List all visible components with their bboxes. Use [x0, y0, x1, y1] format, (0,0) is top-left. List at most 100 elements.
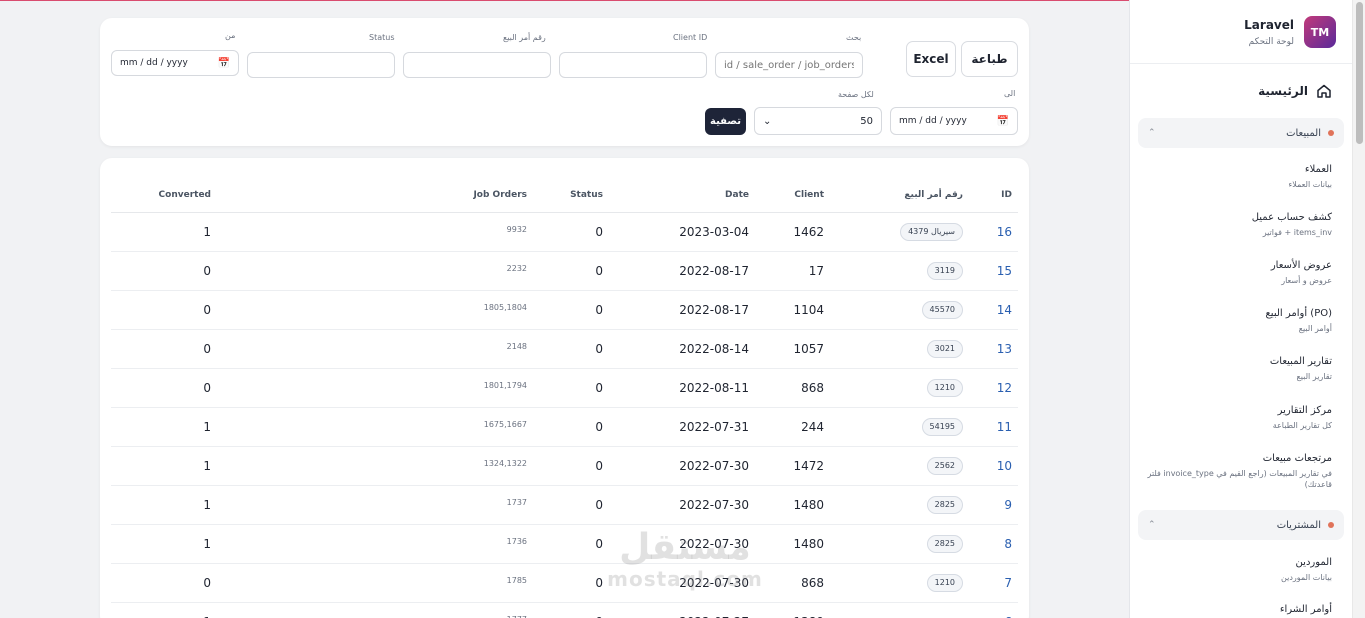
- cell-job-orders: 9932: [211, 212, 527, 252]
- cell-client: 1057: [749, 329, 824, 369]
- cell-converted: 0: [111, 290, 211, 330]
- sidebar-item-quotations[interactable]: عروض الأسعار عروض و أسعار: [1132, 259, 1332, 286]
- cell-id-link[interactable]: 6: [963, 602, 1018, 618]
- cell-date: 2022-07-27: [603, 602, 749, 618]
- chevron-up-icon: ⌃: [1148, 520, 1156, 530]
- col-status[interactable]: Status: [527, 178, 603, 213]
- table-row[interactable]: 1 1675,1667 0 2022-07-31 244 54195 11: [111, 407, 1018, 447]
- sidebar-item-title: مركز التقارير: [1277, 405, 1332, 416]
- table-row[interactable]: 0 1805,1804 0 2022-08-17 1104 45570 14: [111, 290, 1018, 330]
- calendar-icon[interactable]: 📅: [996, 115, 1009, 127]
- sidebar-home-label: الرئيسية: [1258, 84, 1308, 98]
- cell-converted: 1: [111, 212, 211, 252]
- cell-client: 244: [749, 407, 824, 447]
- per-page-label: لكل صفحة: [838, 90, 874, 99]
- excel-button[interactable]: Excel: [906, 41, 956, 77]
- top-accent-line: [0, 0, 1130, 1]
- sidebar-group-sales[interactable]: المبيعات ⌃: [1138, 118, 1344, 148]
- cell-client: 1104: [749, 290, 824, 330]
- filter-panel: طباعة Excel بحث Client ID رقم أمر البيع …: [100, 18, 1029, 146]
- cell-status: 0: [527, 368, 603, 408]
- sale-order-badge: 1210: [926, 573, 963, 592]
- sale-order-badge: 3021: [926, 339, 963, 358]
- cell-date: 2022-07-30: [603, 524, 749, 564]
- cell-id-link[interactable]: 7: [963, 563, 1018, 603]
- sidebar-item-sale-orders[interactable]: أوامر البيع (PO) أوامر البيع: [1132, 307, 1332, 334]
- table-row[interactable]: 1 1736 0 2022-07-30 1480 2825 8: [111, 524, 1018, 564]
- cell-id-link[interactable]: 14: [963, 290, 1018, 330]
- sale-orders-table: Converted Job Orders Status Date Client …: [111, 178, 1018, 618]
- print-button[interactable]: طباعة: [961, 41, 1018, 77]
- sidebar-item-reports-center[interactable]: مركز التقارير كل تقارير الطباعة: [1132, 404, 1332, 431]
- cell-id-link[interactable]: 12: [963, 368, 1018, 408]
- table-row[interactable]: 1 9932 0 2023-03-04 1462 4379 سيريال 16: [111, 212, 1018, 252]
- cell-status: 0: [527, 212, 603, 252]
- search-label: بحث: [846, 33, 862, 42]
- col-converted[interactable]: Converted: [111, 178, 211, 213]
- search-input[interactable]: [715, 52, 863, 78]
- cell-client: 1480: [749, 485, 824, 525]
- per-page-select[interactable]: ⌄ 50: [754, 107, 882, 135]
- sidebar-item-suppliers[interactable]: الموردين بيانات الموردين: [1132, 556, 1332, 583]
- sale-order-badge: 2562: [926, 456, 963, 475]
- cell-id-link[interactable]: 11: [963, 407, 1018, 447]
- cell-id-link[interactable]: 13: [963, 329, 1018, 369]
- brand-logo[interactable]: TM: [1304, 16, 1336, 48]
- sidebar-item-customers[interactable]: العملاء بيانات العملاء: [1132, 163, 1333, 190]
- cell-id-link[interactable]: 16: [963, 212, 1018, 252]
- col-id[interactable]: ID: [963, 178, 1018, 213]
- table-row[interactable]: 1 1737 0 2022-07-30 1480 2825 9: [111, 485, 1018, 525]
- cell-sale-order: 4379 سيريال: [824, 212, 963, 252]
- sidebar-item-title: أوامر الشراء: [1279, 604, 1332, 615]
- filter-button[interactable]: تصفية: [705, 108, 746, 135]
- sidebar-item-subtitle: بيانات الموردين: [1281, 573, 1332, 582]
- sale-order-input[interactable]: [403, 52, 551, 78]
- client-id-input[interactable]: [559, 52, 707, 78]
- cell-client: 868: [749, 563, 824, 603]
- cell-client: 1480: [749, 524, 824, 564]
- sidebar-item-sales-reports[interactable]: تقارير المبيعات تقارير البيع: [1132, 355, 1332, 382]
- cell-sale-order: 3021: [824, 329, 963, 369]
- cell-status: 0: [527, 446, 603, 486]
- col-client[interactable]: Client: [749, 178, 824, 213]
- cell-id-link[interactable]: 8: [963, 524, 1018, 564]
- sidebar-group-label: المبيعات: [1286, 127, 1321, 139]
- to-date-input[interactable]: mm / dd / yyyy 📅: [890, 107, 1018, 135]
- date-placeholder: mm / dd / yyyy: [899, 116, 967, 126]
- sidebar-item-customer-statement[interactable]: كشف حساب عميل فواتير + items_inv: [1132, 211, 1332, 238]
- cell-date: 2022-07-30: [603, 485, 749, 525]
- date-placeholder: mm / dd / yyyy: [120, 58, 188, 68]
- cell-id-link[interactable]: 10: [963, 446, 1018, 486]
- scrollbar-thumb[interactable]: [1356, 2, 1363, 144]
- from-date-input[interactable]: mm / dd / yyyy 📅: [111, 50, 239, 76]
- cell-id-link[interactable]: 9: [963, 485, 1018, 525]
- to-date-label: الى: [1004, 89, 1016, 98]
- table-row[interactable]: 0 1785 0 2022-07-30 868 1210 7: [111, 563, 1018, 603]
- table-row[interactable]: 0 1801,1794 0 2022-08-11 868 1210 12: [111, 368, 1018, 408]
- sale-order-badge: 45570: [921, 300, 963, 319]
- sidebar-item-subtitle: فلتر invoice_type في تقارير المبيعات (را…: [1147, 469, 1332, 489]
- table-row[interactable]: 0 2232 0 2022-08-17 17 3119 15: [111, 251, 1018, 291]
- col-job-orders[interactable]: Job Orders: [211, 178, 527, 213]
- page-scrollbar[interactable]: [1352, 0, 1365, 618]
- col-date[interactable]: Date: [603, 178, 749, 213]
- cell-sale-order: 2562: [824, 446, 963, 486]
- table-row[interactable]: 1 1324,1322 0 2022-07-30 1472 2562 10: [111, 446, 1018, 486]
- sidebar-item-sales-returns[interactable]: مرتجعات مبيعات فلتر invoice_type في تقار…: [1132, 452, 1332, 490]
- cell-sale-order: 2825: [824, 524, 963, 564]
- calendar-icon[interactable]: 📅: [217, 57, 230, 69]
- cell-client: 1389: [749, 602, 824, 618]
- sidebar-item-home[interactable]: الرئيسية: [1258, 82, 1332, 100]
- cell-job-orders: 2232: [211, 251, 527, 291]
- sidebar-item-purchase-orders[interactable]: أوامر الشراء: [1132, 603, 1332, 617]
- table-row[interactable]: 1177702022-07-271389 6: [111, 602, 1018, 618]
- sidebar-group-purchases[interactable]: المشتريات ⌃: [1138, 510, 1344, 540]
- home-icon: [1317, 84, 1331, 98]
- cell-converted: 1: [111, 524, 211, 564]
- client-id-label: Client ID: [673, 33, 708, 42]
- table-row[interactable]: 0 2148 0 2022-08-14 1057 3021 13: [111, 329, 1018, 369]
- status-input[interactable]: [247, 52, 395, 78]
- cell-id-link[interactable]: 15: [963, 251, 1018, 291]
- col-sale-order[interactable]: رقم أمر البيع: [824, 178, 963, 213]
- cell-status: 0: [527, 329, 603, 369]
